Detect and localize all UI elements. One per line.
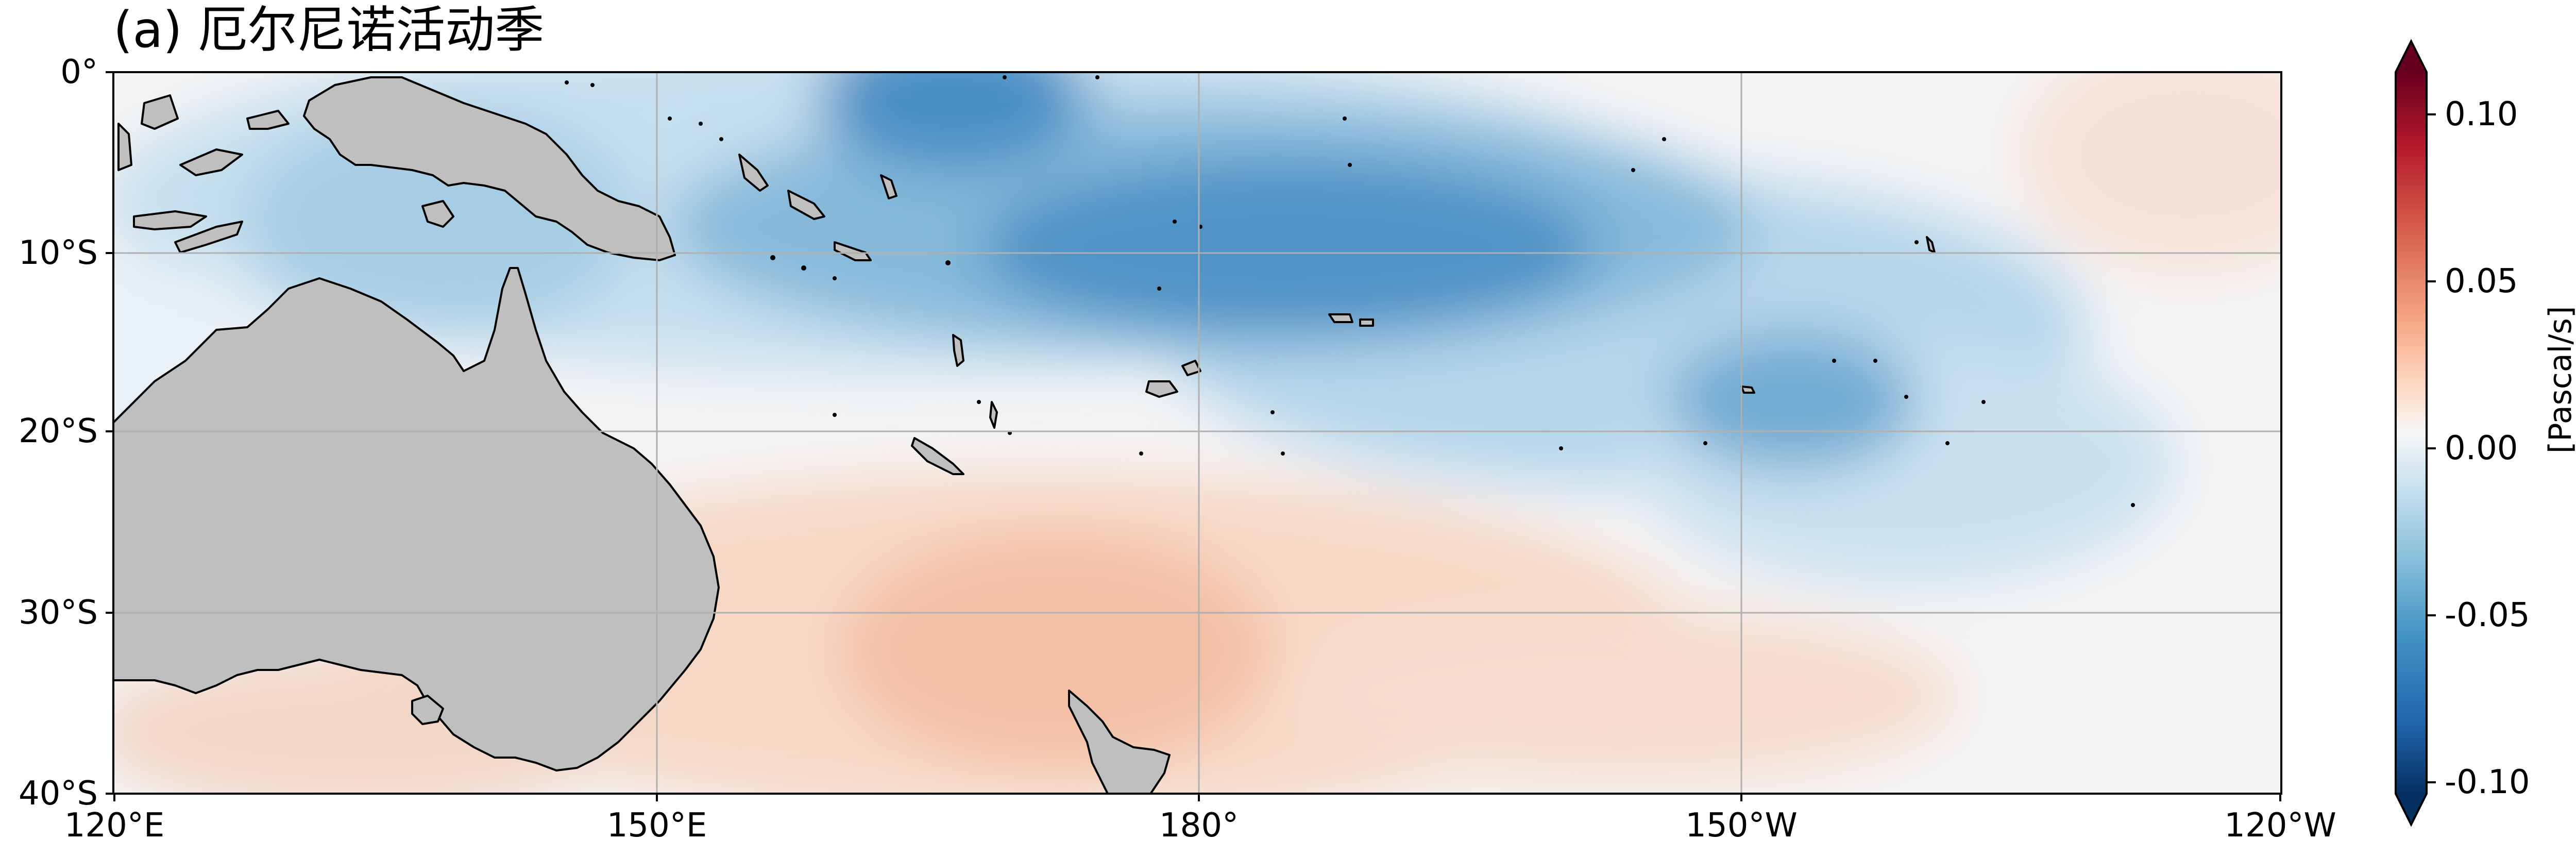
colorbar-extend-min: [2396, 794, 2427, 825]
figure-title: (a) 厄尔尼诺活动季: [113, 1, 545, 59]
colorbar-tick-n005: -0.05: [2445, 596, 2530, 634]
colorbar-tick-n010: -0.10: [2445, 763, 2530, 801]
lat-label-40s: 40°S: [18, 775, 98, 813]
lat-label-20s: 20°S: [18, 412, 98, 450]
new-zealand-north: [1068, 690, 1171, 794]
lon-label-180: 180°: [1159, 807, 1239, 845]
tasmania: [411, 695, 444, 725]
colorbar-label: [Pascal/s]: [2543, 306, 2576, 454]
colorbar-tick-010: 0.10: [2445, 95, 2518, 133]
lat-label-30s: 30°S: [18, 594, 98, 632]
colorbar: [2395, 39, 2436, 827]
lon-label-150w: 150°W: [1685, 807, 1798, 845]
map-frame: [112, 71, 2282, 795]
colorbar-tick-005: 0.05: [2445, 262, 2518, 300]
australia: [113, 267, 720, 794]
land: [113, 76, 1936, 794]
small-islands: [565, 75, 2135, 507]
lat-label-0: 0°: [60, 53, 98, 91]
lat-label-10s: 10°S: [18, 234, 98, 272]
lon-label-120e: 120°E: [64, 807, 165, 845]
lon-label-150e: 150°E: [606, 807, 707, 845]
colorbar-extend-max: [2396, 41, 2427, 72]
gridlines: [113, 72, 2281, 794]
colorbar-tick-000: 0.00: [2445, 429, 2518, 467]
axis-ticks: [106, 71, 2281, 801]
lon-label-120w: 120°W: [2224, 807, 2336, 845]
